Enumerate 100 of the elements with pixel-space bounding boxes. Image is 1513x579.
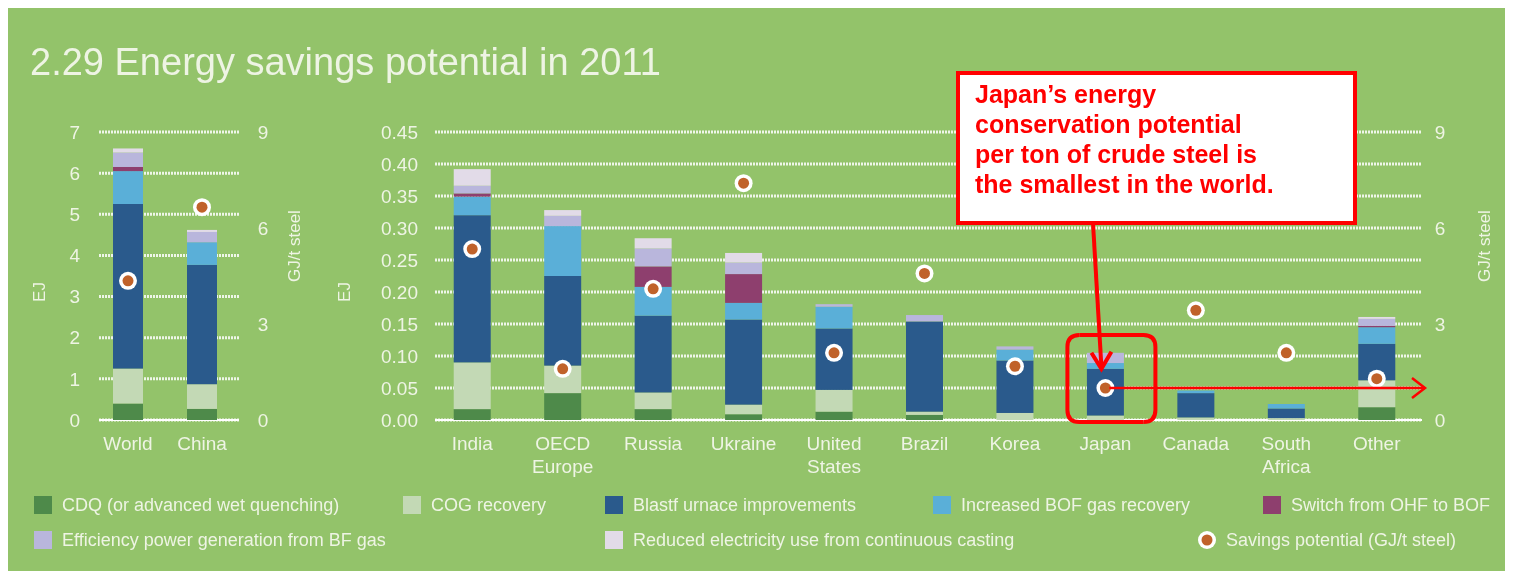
- y-tick-label: 0.40: [381, 153, 418, 175]
- legend-label: Reduced electricity use from continuous casting: [633, 530, 1015, 551]
- bar: [113, 171, 143, 204]
- y-tick-label: 0.35: [381, 185, 418, 207]
- y2-axis-title: GJ/t steel: [1475, 210, 1494, 282]
- x-tick-label: Ukraine: [710, 433, 777, 454]
- bar: [815, 304, 853, 307]
- bar: [1177, 393, 1215, 418]
- y-tick-label: 0.20: [381, 281, 418, 303]
- bar: [544, 276, 582, 366]
- bar: [544, 210, 582, 216]
- legend-label: Efficiency power generation from BF gas: [62, 530, 386, 551]
- x-tick-label: Japan: [1079, 433, 1132, 454]
- bar: [187, 229, 217, 232]
- bar: [1267, 408, 1305, 419]
- y2-tick-label: 9: [1434, 121, 1446, 143]
- bar: [725, 414, 763, 420]
- bar: [906, 315, 943, 322]
- bar: [906, 411, 943, 415]
- bar: [1358, 318, 1396, 326]
- bar: [113, 148, 143, 153]
- y2-tick-label: 3: [1434, 313, 1446, 335]
- x-tick-label: South Africa: [1261, 433, 1312, 477]
- bar: [187, 231, 217, 243]
- x-tick-label: Russia: [624, 433, 683, 454]
- y-tick-label: 0.15: [381, 313, 418, 335]
- bar: [1358, 327, 1396, 344]
- bar: [725, 252, 763, 263]
- bar: [725, 302, 763, 320]
- legend-label: Switch from OHF to BOF: [1291, 495, 1491, 516]
- bar: [453, 193, 491, 197]
- y-tick-label: 0.00: [381, 409, 418, 431]
- bar: [113, 403, 143, 420]
- bar: [453, 409, 491, 420]
- bar: [453, 215, 491, 363]
- bar: [996, 346, 1034, 350]
- x-tick-label: China: [177, 433, 228, 454]
- y-tick-label: 3: [69, 286, 80, 308]
- y-tick-label: 1: [69, 368, 80, 390]
- bar: [453, 185, 491, 194]
- y-tick-label: 0.45: [381, 121, 418, 143]
- bar: [1177, 417, 1215, 420]
- x-tick-label: Brazil: [900, 433, 949, 454]
- bar: [725, 262, 763, 275]
- y2-tick-label: 6: [257, 217, 269, 239]
- bar: [453, 362, 491, 410]
- bar: [634, 315, 672, 393]
- legend-label: CDQ (or advanced wet quenching): [62, 495, 340, 516]
- bar: [996, 412, 1034, 420]
- x-tick-label: Canada: [1162, 433, 1230, 454]
- bar: [1358, 407, 1396, 420]
- bar: [187, 242, 217, 265]
- y-tick-label: 0: [69, 409, 80, 431]
- legend-label: COG recovery: [431, 495, 547, 516]
- bar: [113, 368, 143, 404]
- y2-tick-label: 0: [1434, 409, 1446, 431]
- bar: [544, 393, 582, 420]
- x-tick-label: Korea: [989, 433, 1041, 454]
- y-axis-title: EJ: [335, 282, 354, 302]
- y2-tick-label: 9: [257, 121, 269, 143]
- y-tick-label: 0.05: [381, 377, 418, 399]
- bar: [815, 389, 853, 412]
- bar: [815, 306, 853, 329]
- y-tick-label: 0.10: [381, 345, 418, 367]
- x-tick-label: India: [451, 433, 494, 454]
- text: 2.29 Energy savings potential in 2011: [30, 41, 661, 83]
- y-tick-label: 0.25: [381, 249, 418, 271]
- bar: [113, 204, 143, 369]
- bar: [725, 319, 763, 405]
- y2-tick-label: 6: [1434, 217, 1446, 239]
- y2-tick-label: 3: [257, 313, 269, 335]
- bar: [725, 404, 763, 415]
- bar: [187, 264, 217, 385]
- bar: [187, 408, 217, 420]
- y-tick-label: 2: [69, 327, 80, 349]
- x-tick-label: United States: [806, 433, 862, 477]
- bar: [634, 392, 672, 410]
- bar: [544, 226, 582, 276]
- bar: [113, 152, 143, 167]
- bar: [634, 248, 672, 267]
- bar: [113, 166, 143, 172]
- y2-axis-title: GJ/t steel: [285, 210, 304, 282]
- legend-label: Blastf urnace improvements: [633, 495, 857, 516]
- bar: [544, 215, 582, 227]
- bar: [906, 414, 943, 420]
- bar: [453, 196, 491, 216]
- y2-tick-label: 0: [257, 409, 269, 431]
- y-axis-title: EJ: [30, 282, 49, 302]
- x-tick-label: Other: [1353, 433, 1402, 454]
- y-tick-label: 6: [69, 162, 80, 184]
- legend-label: Savings potential (GJ/t steel): [1226, 530, 1457, 551]
- bar: [187, 384, 217, 409]
- bar: [453, 169, 491, 186]
- bar: [634, 238, 672, 249]
- bar: [906, 321, 943, 412]
- y-tick-label: 0.30: [381, 217, 418, 239]
- x-tick-label: World: [103, 433, 153, 454]
- x-tick-label: OECD Europe: [532, 433, 594, 477]
- bar: [634, 409, 672, 420]
- y-tick-label: 7: [69, 121, 80, 143]
